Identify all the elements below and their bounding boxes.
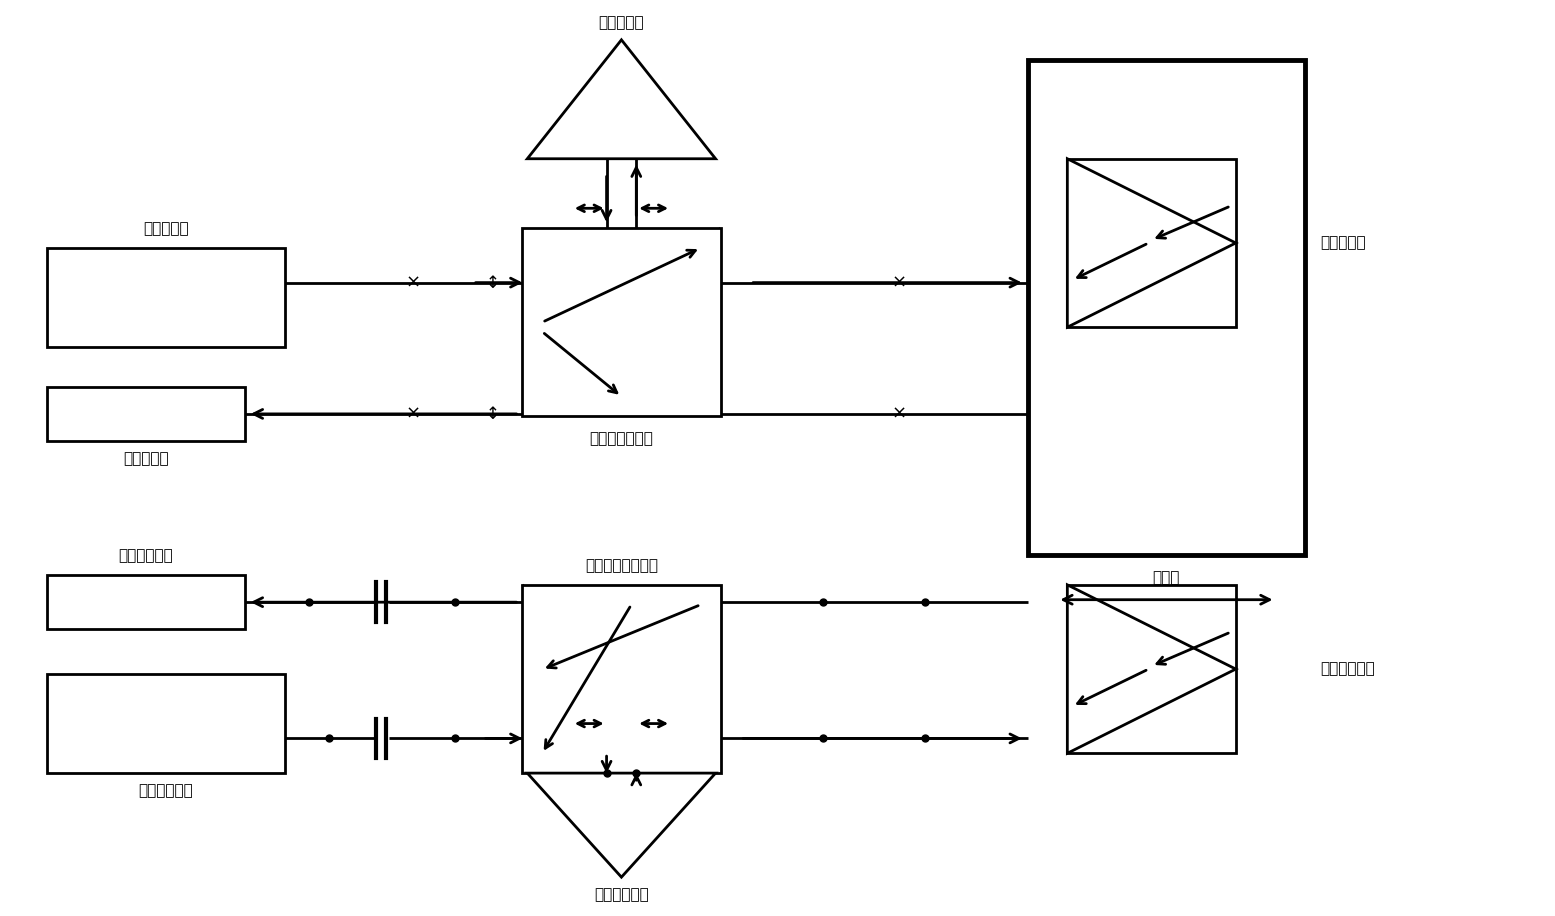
- Polygon shape: [527, 39, 715, 158]
- Polygon shape: [527, 773, 715, 878]
- Text: 标准偏振分光镜: 标准偏振分光镜: [589, 431, 653, 446]
- Text: ↕: ↕: [485, 274, 499, 291]
- Polygon shape: [1067, 584, 1236, 753]
- Bar: [522, 584, 720, 773]
- Text: 标准测量镜: 标准测量镜: [1320, 235, 1365, 250]
- Polygon shape: [1067, 158, 1236, 327]
- Text: ×: ×: [406, 405, 421, 423]
- Text: ×: ×: [891, 405, 907, 423]
- Text: 被校准激光器: 被校准激光器: [138, 783, 193, 798]
- Bar: [47, 674, 285, 773]
- Text: 被校准测量镜: 被校准测量镜: [1320, 661, 1375, 677]
- Text: ×: ×: [406, 274, 421, 291]
- Text: 标准参考镜: 标准参考镜: [599, 15, 644, 30]
- Bar: [47, 248, 285, 347]
- Bar: [1028, 60, 1305, 555]
- Text: 被校准接收器: 被校准接收器: [118, 548, 173, 563]
- Bar: [522, 228, 720, 417]
- Text: 标准激光器: 标准激光器: [143, 221, 188, 236]
- Text: ↕: ↕: [485, 405, 499, 423]
- Text: 运动台: 运动台: [1152, 570, 1180, 585]
- Bar: [47, 575, 244, 629]
- Text: 被校准偏振分光镜: 被校准偏振分光镜: [585, 558, 658, 572]
- Bar: [1067, 584, 1236, 753]
- Text: ×: ×: [891, 274, 907, 291]
- Bar: [47, 387, 244, 442]
- Text: 标准接收器: 标准接收器: [123, 451, 168, 466]
- Text: 被校准参考镜: 被校准参考镜: [594, 887, 648, 902]
- Bar: [1067, 158, 1236, 327]
